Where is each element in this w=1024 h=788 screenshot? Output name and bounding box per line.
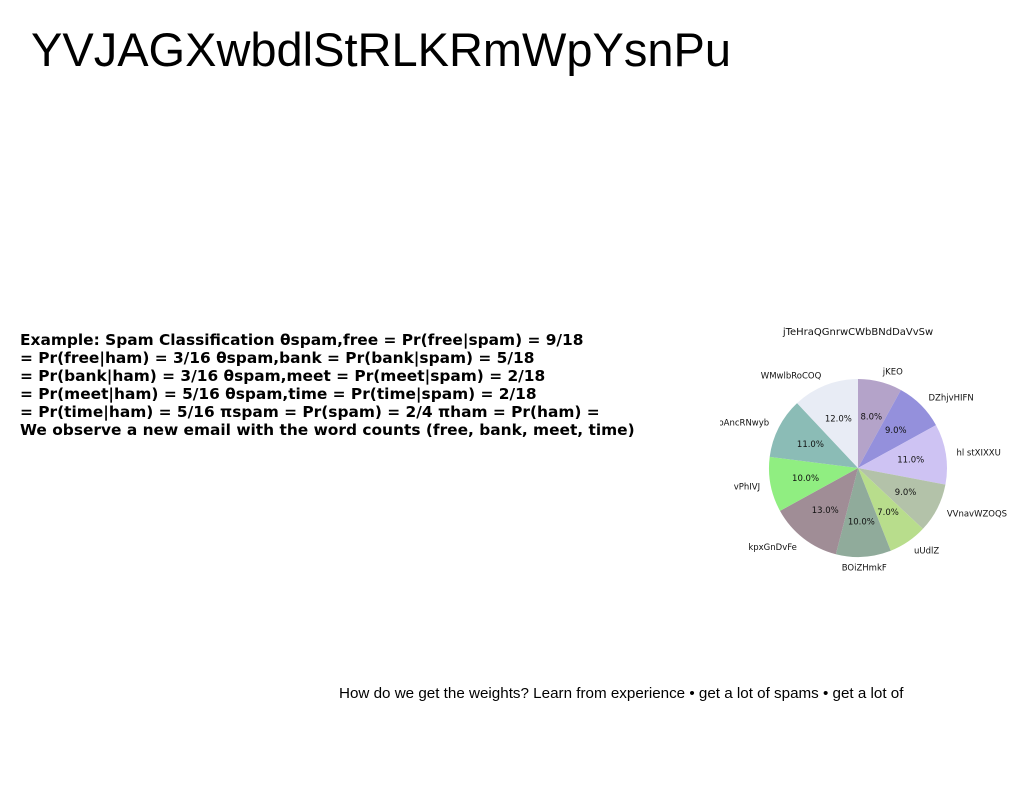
pie-slice [858,425,947,485]
pie-slice [858,468,946,529]
example-line-6: We observe a new email with the word cou… [20,421,635,439]
pie-slice-category-label: jKEO [882,367,903,377]
pie-slice-percent-label: 11.0% [797,440,824,450]
pie-slice-percent-label: 12.0% [825,414,852,424]
pie-slice-percent-label: 8.0% [860,412,882,422]
pie-slice [769,403,858,468]
pie-slice-percent-label: 10.0% [848,517,875,527]
pie-slice-percent-label: 7.0% [877,508,899,518]
example-line-1: Example: Spam Classification θspam,free … [20,331,584,349]
pie-slice-percent-label: 11.0% [897,456,924,466]
example-text-block: Example: Spam Classification θspam,free … [20,331,635,439]
pie-slice [858,379,901,468]
pie-slice-category-label: kpxGnDvFe [748,543,797,553]
pie-slice-category-label: DZhjvHIFN [928,394,973,404]
pie-slice-category-label: VVnavWZOQS [947,509,1007,519]
pie-slice [858,390,936,468]
pie-slice [769,456,858,511]
pie-slice-category-label: BOiZHmkF [842,563,887,573]
example-line-5: = Pr(time|ham) = 5/16 πspam = Pr(spam) =… [20,403,600,421]
example-line-2: = Pr(free|ham) = 3/16 θspam,bank = Pr(ba… [20,349,535,367]
pie-slice-category-label: uUdlZ [914,546,939,556]
pie-slice-percent-label: 9.0% [885,426,907,436]
pie-slice-percent-label: 10.0% [792,474,819,484]
pie-slice-category-label: vPhIVJ [734,483,760,493]
slide-caption: How do we get the weights? Learn from ex… [339,685,904,702]
pie-slice [780,468,858,555]
pie-chart: jTeHraQGnrwCWbBNdDaVvSw 8.0% jKEO 9.0% DZhjv… [720,320,1010,610]
pie-slice-percent-label: 9.0% [895,488,917,498]
pie-slice [858,468,923,551]
pie-slice-category-label: hl stXIXXU [956,448,1000,458]
pie-slice [797,379,858,468]
pie-chart-svg: jTeHraQGnrwCWbBNdDaVvSw 8.0% jKEO 9.0% DZhjv… [720,327,1007,573]
slide-title: YVJAGXwbdlStRLKRmWpYsnPu [31,23,732,76]
pie-slice-category-label: WMwlbRoCOQ [761,371,822,381]
pie-slice-percent-label: 13.0% [812,506,839,516]
example-line-3: = Pr(bank|ham) = 3/16 θspam,meet = Pr(me… [20,367,546,385]
example-line-4: = Pr(meet|ham) = 5/16 θspam,time = Pr(ti… [20,385,537,403]
pie-slice [835,468,891,557]
chart-title: jTeHraQGnrwCWbBNdDaVvSw [782,327,933,338]
pie-slice-category-label: oAncRNwyb [720,419,769,429]
